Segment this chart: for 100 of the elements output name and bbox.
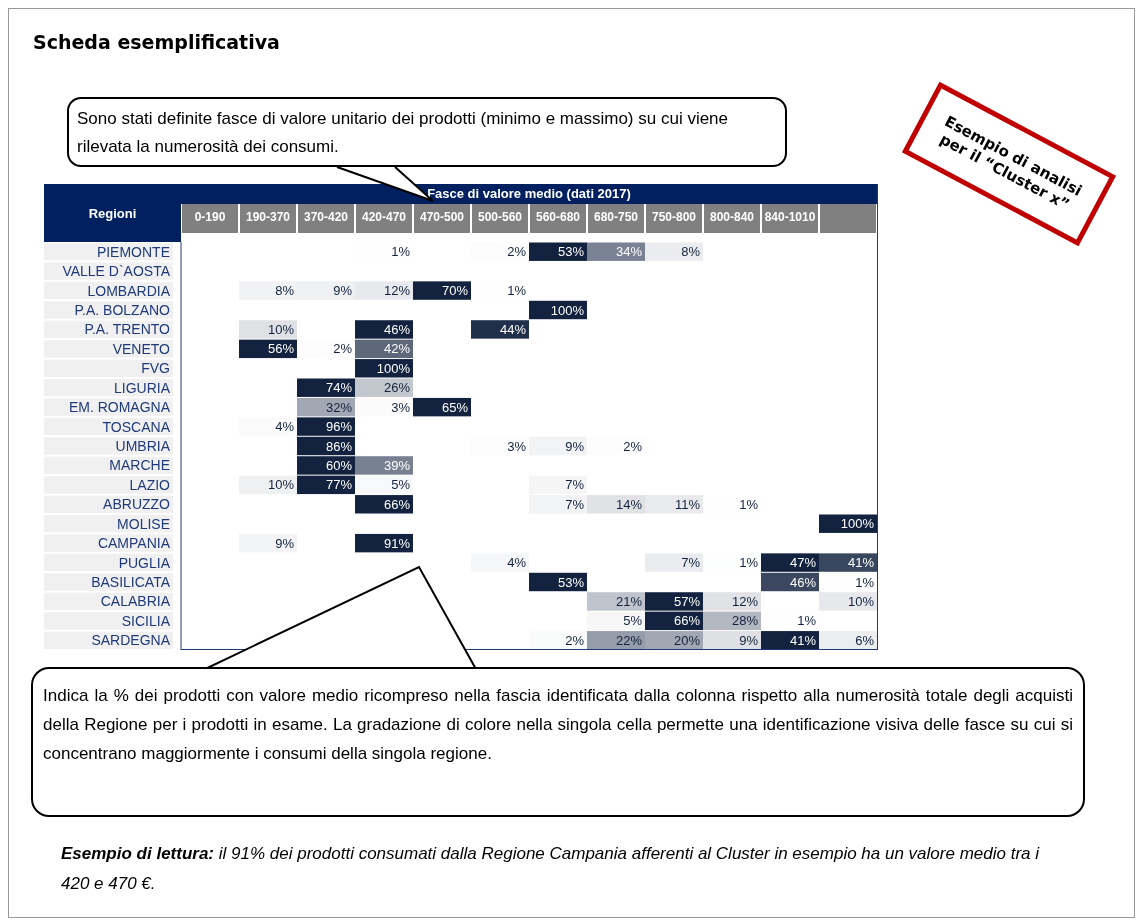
y-tick-label: LAZIO [129, 476, 171, 493]
data-label: 14% [615, 496, 643, 512]
data-label: 100% [840, 516, 875, 532]
data-label: 96% [325, 419, 353, 435]
data-label: 1% [739, 555, 759, 571]
y-tick-label: LOMBARDIA [87, 282, 171, 299]
data-label: 1% [507, 283, 527, 299]
x-tick-label: 420-470 [361, 210, 407, 224]
data-label: 34% [615, 244, 643, 260]
data-label: 11% [674, 496, 701, 512]
data-label: 100% [550, 302, 585, 318]
data-label: 3% [391, 399, 411, 415]
data-label: 9% [275, 535, 295, 551]
data-label: 60% [325, 457, 353, 473]
text: Indica la % dei prodotti con valore medio ricompreso nella fascia identificata dalla colonna rispetto alla numerosità totale degli acquisti della Regione per i prodotti in esame. La gradazione di colore nella singola cella permette una identificazione visiva delle fasce su cui si concentrano maggiormente i consumi della singola regione. [31, 667, 1085, 817]
x-tick-label: 800-840 [709, 210, 755, 224]
y-tick-label: CAMPANIA [97, 535, 171, 552]
y-tick-label: TOSCANA [102, 418, 171, 435]
x-tick-label: 680-750 [593, 210, 639, 224]
x-tick-label: 370-420 [303, 210, 349, 224]
data-label: 20% [673, 632, 701, 648]
data-label: 9% [739, 632, 759, 648]
data-label: 10% [267, 477, 295, 493]
data-label: 5% [623, 613, 643, 629]
data-label: 1% [797, 613, 817, 629]
y-tick-label: P.A. BOLZANO [74, 302, 171, 318]
y-tick-label: ABRUZZO [103, 496, 171, 513]
y-tick-label: CALABRIA [100, 593, 171, 610]
data-label: 57% [673, 593, 701, 609]
x-tick-label: 560-680 [535, 210, 581, 224]
data-label: 9% [565, 438, 585, 454]
data-label: 1% [739, 496, 759, 512]
x-tick-label: 0-190 [194, 210, 226, 224]
data-label: 12% [731, 593, 759, 609]
data-label: 70% [441, 283, 469, 299]
data-label: 7% [565, 496, 585, 512]
data-label: 1% [855, 574, 875, 590]
data-label: 65% [441, 399, 469, 415]
data-label: 42% [383, 341, 411, 357]
data-label: 21% [615, 593, 643, 609]
x-tick-label: 190-370 [245, 210, 291, 224]
data-label: 46% [789, 574, 817, 590]
data-label: 2% [623, 438, 643, 454]
data-label: 12% [383, 283, 411, 299]
data-label: 8% [681, 244, 701, 260]
data-label: 22% [615, 632, 643, 648]
data-label: 6% [855, 632, 875, 648]
y-tick-label: UMBRIA [115, 438, 171, 454]
y-tick-label: FVG [141, 360, 170, 377]
data-label: 41% [789, 632, 817, 648]
y-tick-label: PUGLIA [118, 554, 171, 571]
data-label: 1% [391, 244, 411, 260]
data-label: 3% [507, 438, 527, 454]
text: Sono stati definite fasce di valore unitario dei prodotti (minimo e massimo) su cui viene rilevata la numerosità dei consumi. [67, 97, 787, 167]
data-label: 66% [673, 613, 701, 629]
y-tick-label: SARDEGNA [91, 632, 171, 649]
x-tick-label: 500-560 [477, 210, 523, 224]
data-label: 2% [565, 632, 585, 648]
text: Esempio di lettura: [61, 844, 215, 863]
y-tick-label: VENETO [112, 340, 171, 357]
y-tick-label: PIEMONTE [96, 243, 170, 260]
data-label: 8% [275, 283, 295, 299]
y-tick-label: MOLISE [117, 515, 170, 532]
data-label: 66% [383, 496, 411, 512]
data-label: 77% [325, 477, 353, 493]
y-tick-label: SICILIA [121, 612, 171, 629]
data-label: 100% [376, 360, 411, 376]
x-axis-title: Fasce di valore medio (dati 2017) [181, 184, 877, 204]
data-label: 2% [333, 341, 353, 357]
y-tick-label: MARCHE [109, 457, 170, 474]
x-tick-label: 750-800 [651, 210, 697, 224]
data-label: 39% [383, 457, 411, 473]
data-label: 74% [325, 380, 353, 396]
data-label: 10% [847, 593, 875, 609]
data-label: 86% [325, 438, 353, 454]
y-tick-label: LIGURIA [113, 379, 171, 396]
x-tick-label: 840-1010 [764, 210, 816, 224]
y-tick-label: BASILICATA [91, 574, 171, 590]
data-label: 2% [507, 244, 527, 260]
data-label: 56% [267, 341, 295, 357]
data-label: 41% [847, 555, 875, 571]
data-label: 47% [789, 555, 817, 571]
data-label: 7% [681, 555, 701, 571]
data-label: 9% [333, 283, 353, 299]
data-label: 44% [499, 321, 527, 337]
y-tick-label: VALLE D`AOSTA [62, 263, 171, 280]
data-label: 32% [325, 399, 353, 415]
x-tick-label: 470-500 [419, 210, 465, 224]
chart-title: Scheda esemplificativa [33, 31, 280, 53]
y-axis-title: Regioni [44, 184, 181, 242]
data-label: 4% [275, 419, 295, 435]
data-label: 4% [507, 555, 527, 571]
data-label: 28% [731, 613, 759, 629]
y-tick-label: EM. ROMAGNA [68, 399, 171, 416]
data-label: 46% [383, 321, 411, 337]
data-label: 53% [557, 244, 585, 260]
data-label: 26% [383, 380, 411, 396]
data-label: 5% [391, 477, 411, 493]
data-label: 10% [267, 321, 295, 337]
data-label: 7% [565, 477, 585, 493]
